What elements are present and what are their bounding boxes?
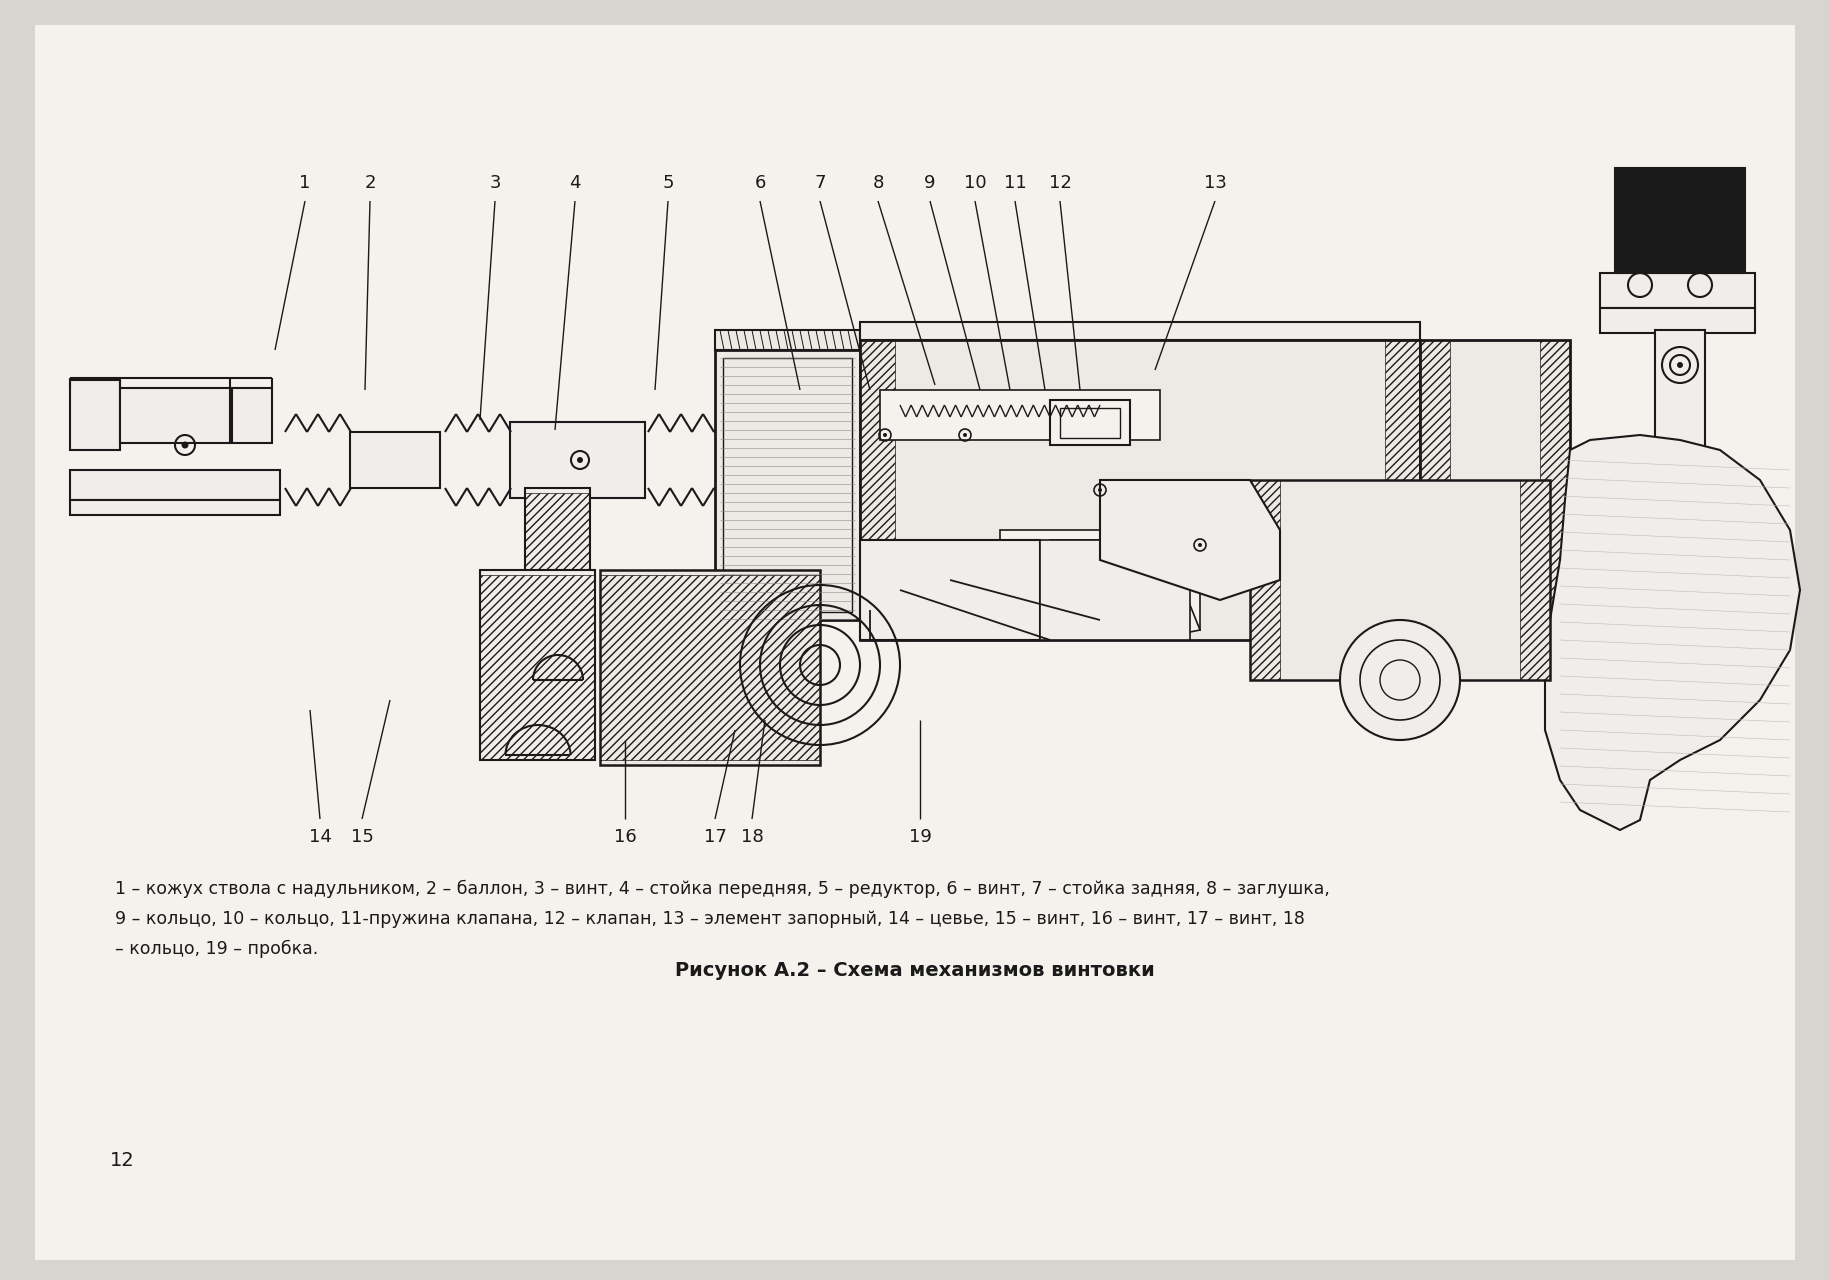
Text: 2: 2 — [364, 174, 375, 192]
Polygon shape — [1545, 435, 1799, 829]
Bar — [860, 340, 1420, 640]
Text: 6: 6 — [754, 174, 765, 192]
Bar — [714, 349, 860, 620]
Circle shape — [1340, 620, 1459, 740]
Circle shape — [963, 433, 966, 436]
Polygon shape — [1100, 480, 1279, 600]
Text: 14: 14 — [309, 828, 331, 846]
Text: 9 – кольцо, 10 – кольцо, 11-пружина клапана, 12 – клапан, 13 – элемент запорный,: 9 – кольцо, 10 – кольцо, 11-пружина клап… — [115, 910, 1305, 928]
Polygon shape — [1019, 540, 1199, 640]
Text: 9: 9 — [924, 174, 935, 192]
Circle shape — [181, 442, 188, 448]
Text: 17: 17 — [703, 828, 727, 846]
Circle shape — [1197, 543, 1200, 547]
Text: 7: 7 — [814, 174, 825, 192]
Text: 3: 3 — [489, 174, 500, 192]
Bar — [511, 422, 644, 498]
Bar — [714, 330, 860, 349]
Bar — [1250, 480, 1279, 680]
Bar — [1383, 340, 1420, 640]
Text: 19: 19 — [908, 828, 931, 846]
Bar — [1039, 540, 1190, 640]
Circle shape — [882, 433, 886, 436]
Bar — [723, 358, 851, 612]
Bar — [1060, 408, 1120, 438]
Bar — [121, 388, 231, 443]
Text: 10: 10 — [963, 174, 986, 192]
Bar — [525, 488, 589, 708]
Bar — [880, 390, 1160, 440]
Bar — [1049, 399, 1129, 445]
Text: 13: 13 — [1202, 174, 1226, 192]
Text: Рисунок А.2 – Схема механизмов винтовки: Рисунок А.2 – Схема механизмов винтовки — [675, 960, 1155, 979]
Bar — [70, 470, 280, 500]
Text: 15: 15 — [350, 828, 373, 846]
Text: 5: 5 — [662, 174, 673, 192]
Bar — [232, 388, 273, 443]
Text: 1: 1 — [298, 174, 311, 192]
Circle shape — [576, 457, 582, 463]
Text: 1 – кожух ствола с надульником, 2 – баллон, 3 – винт, 4 – стойка передняя, 5 – р: 1 – кожух ствола с надульником, 2 – балл… — [115, 881, 1329, 899]
Bar — [1420, 340, 1449, 640]
Bar — [350, 431, 439, 488]
Text: 16: 16 — [613, 828, 637, 846]
Circle shape — [1098, 488, 1102, 492]
Bar — [479, 575, 595, 760]
Bar — [860, 540, 1039, 640]
Text: 12: 12 — [110, 1151, 135, 1170]
Bar — [1614, 168, 1744, 273]
Text: 4: 4 — [569, 174, 580, 192]
Circle shape — [1676, 362, 1682, 369]
Text: – кольцо, 19 – пробка.: – кольцо, 19 – пробка. — [115, 940, 318, 959]
Bar — [70, 500, 280, 515]
Text: 11: 11 — [1003, 174, 1027, 192]
Bar — [860, 340, 895, 640]
Text: 18: 18 — [739, 828, 763, 846]
Bar — [1250, 480, 1550, 680]
Bar — [860, 323, 1420, 340]
Bar — [479, 570, 595, 760]
Bar — [1599, 273, 1753, 308]
Bar — [600, 575, 820, 760]
Bar — [1519, 480, 1550, 680]
Bar — [70, 380, 121, 451]
Text: 8: 8 — [871, 174, 884, 192]
Bar — [1420, 340, 1568, 640]
Bar — [1599, 308, 1753, 333]
Bar — [525, 493, 589, 708]
Bar — [999, 530, 1199, 630]
Text: 12: 12 — [1049, 174, 1071, 192]
Bar — [1654, 330, 1704, 451]
Bar — [600, 570, 820, 765]
Bar — [1539, 340, 1568, 640]
